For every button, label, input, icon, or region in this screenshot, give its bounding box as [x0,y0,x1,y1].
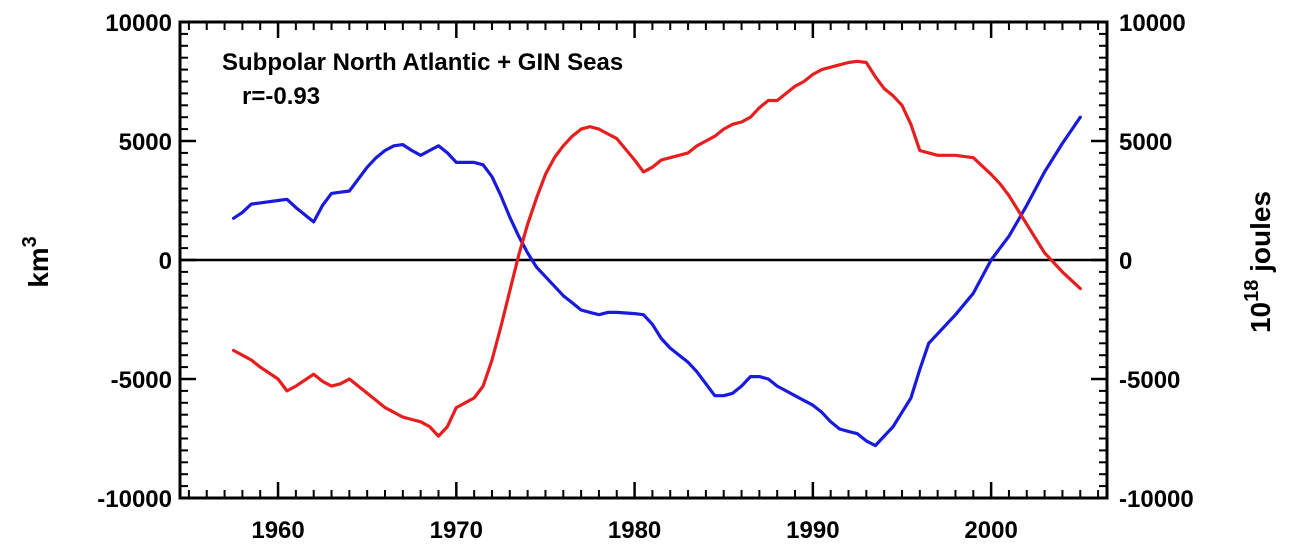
y-tick-label-right: -5000 [1119,367,1180,394]
x-axis: 1960 1970 1980 1990 2000 [251,22,1018,544]
y-axis-left-title: km3 [19,236,54,288]
correlation-annotation: r=-0.93 [242,83,320,110]
x-tick-label: 2000 [964,517,1017,544]
x-tick-label: 1970 [430,517,483,544]
y-tick-label-left: -10000 [97,486,172,513]
y-tick-label-left: 5000 [119,129,172,156]
y-axis-left-title-base: km [23,247,54,287]
y-tick-label-right: -10000 [1119,486,1194,513]
y-tick-label-right: 0 [1119,248,1132,275]
y-axis-right-title-sup: 18 [1241,280,1263,302]
y-axis-left-title-sup: 3 [19,236,41,247]
y-axis-right: 10000 5000 0 -5000 -10000 [1091,10,1194,513]
y-tick-label-right: 10000 [1119,10,1186,37]
y-axis-right-title-base: 10 [1245,302,1276,333]
y-tick-label-right: 5000 [1119,129,1172,156]
y-axis-left: 10000 5000 0 -5000 -10000 [97,10,196,513]
x-tick-label: 1960 [251,517,304,544]
chart-title: Subpolar North Atlantic + GIN Seas [222,49,623,76]
y-tick-label-left: -5000 [111,367,172,394]
x-tick-label: 1980 [608,517,661,544]
y-tick-label-left: 0 [159,248,172,275]
series-group [231,59,1082,448]
y-axis-right-title: 1018 joules [1241,191,1276,333]
y-tick-label-left: 10000 [105,10,172,37]
minor-ticks [180,22,1107,498]
y-axis-right-title-rest: joules [1245,191,1276,280]
x-tick-label: 1990 [786,517,839,544]
series-line-2 [231,59,1082,438]
series-line-1 [231,115,1082,448]
